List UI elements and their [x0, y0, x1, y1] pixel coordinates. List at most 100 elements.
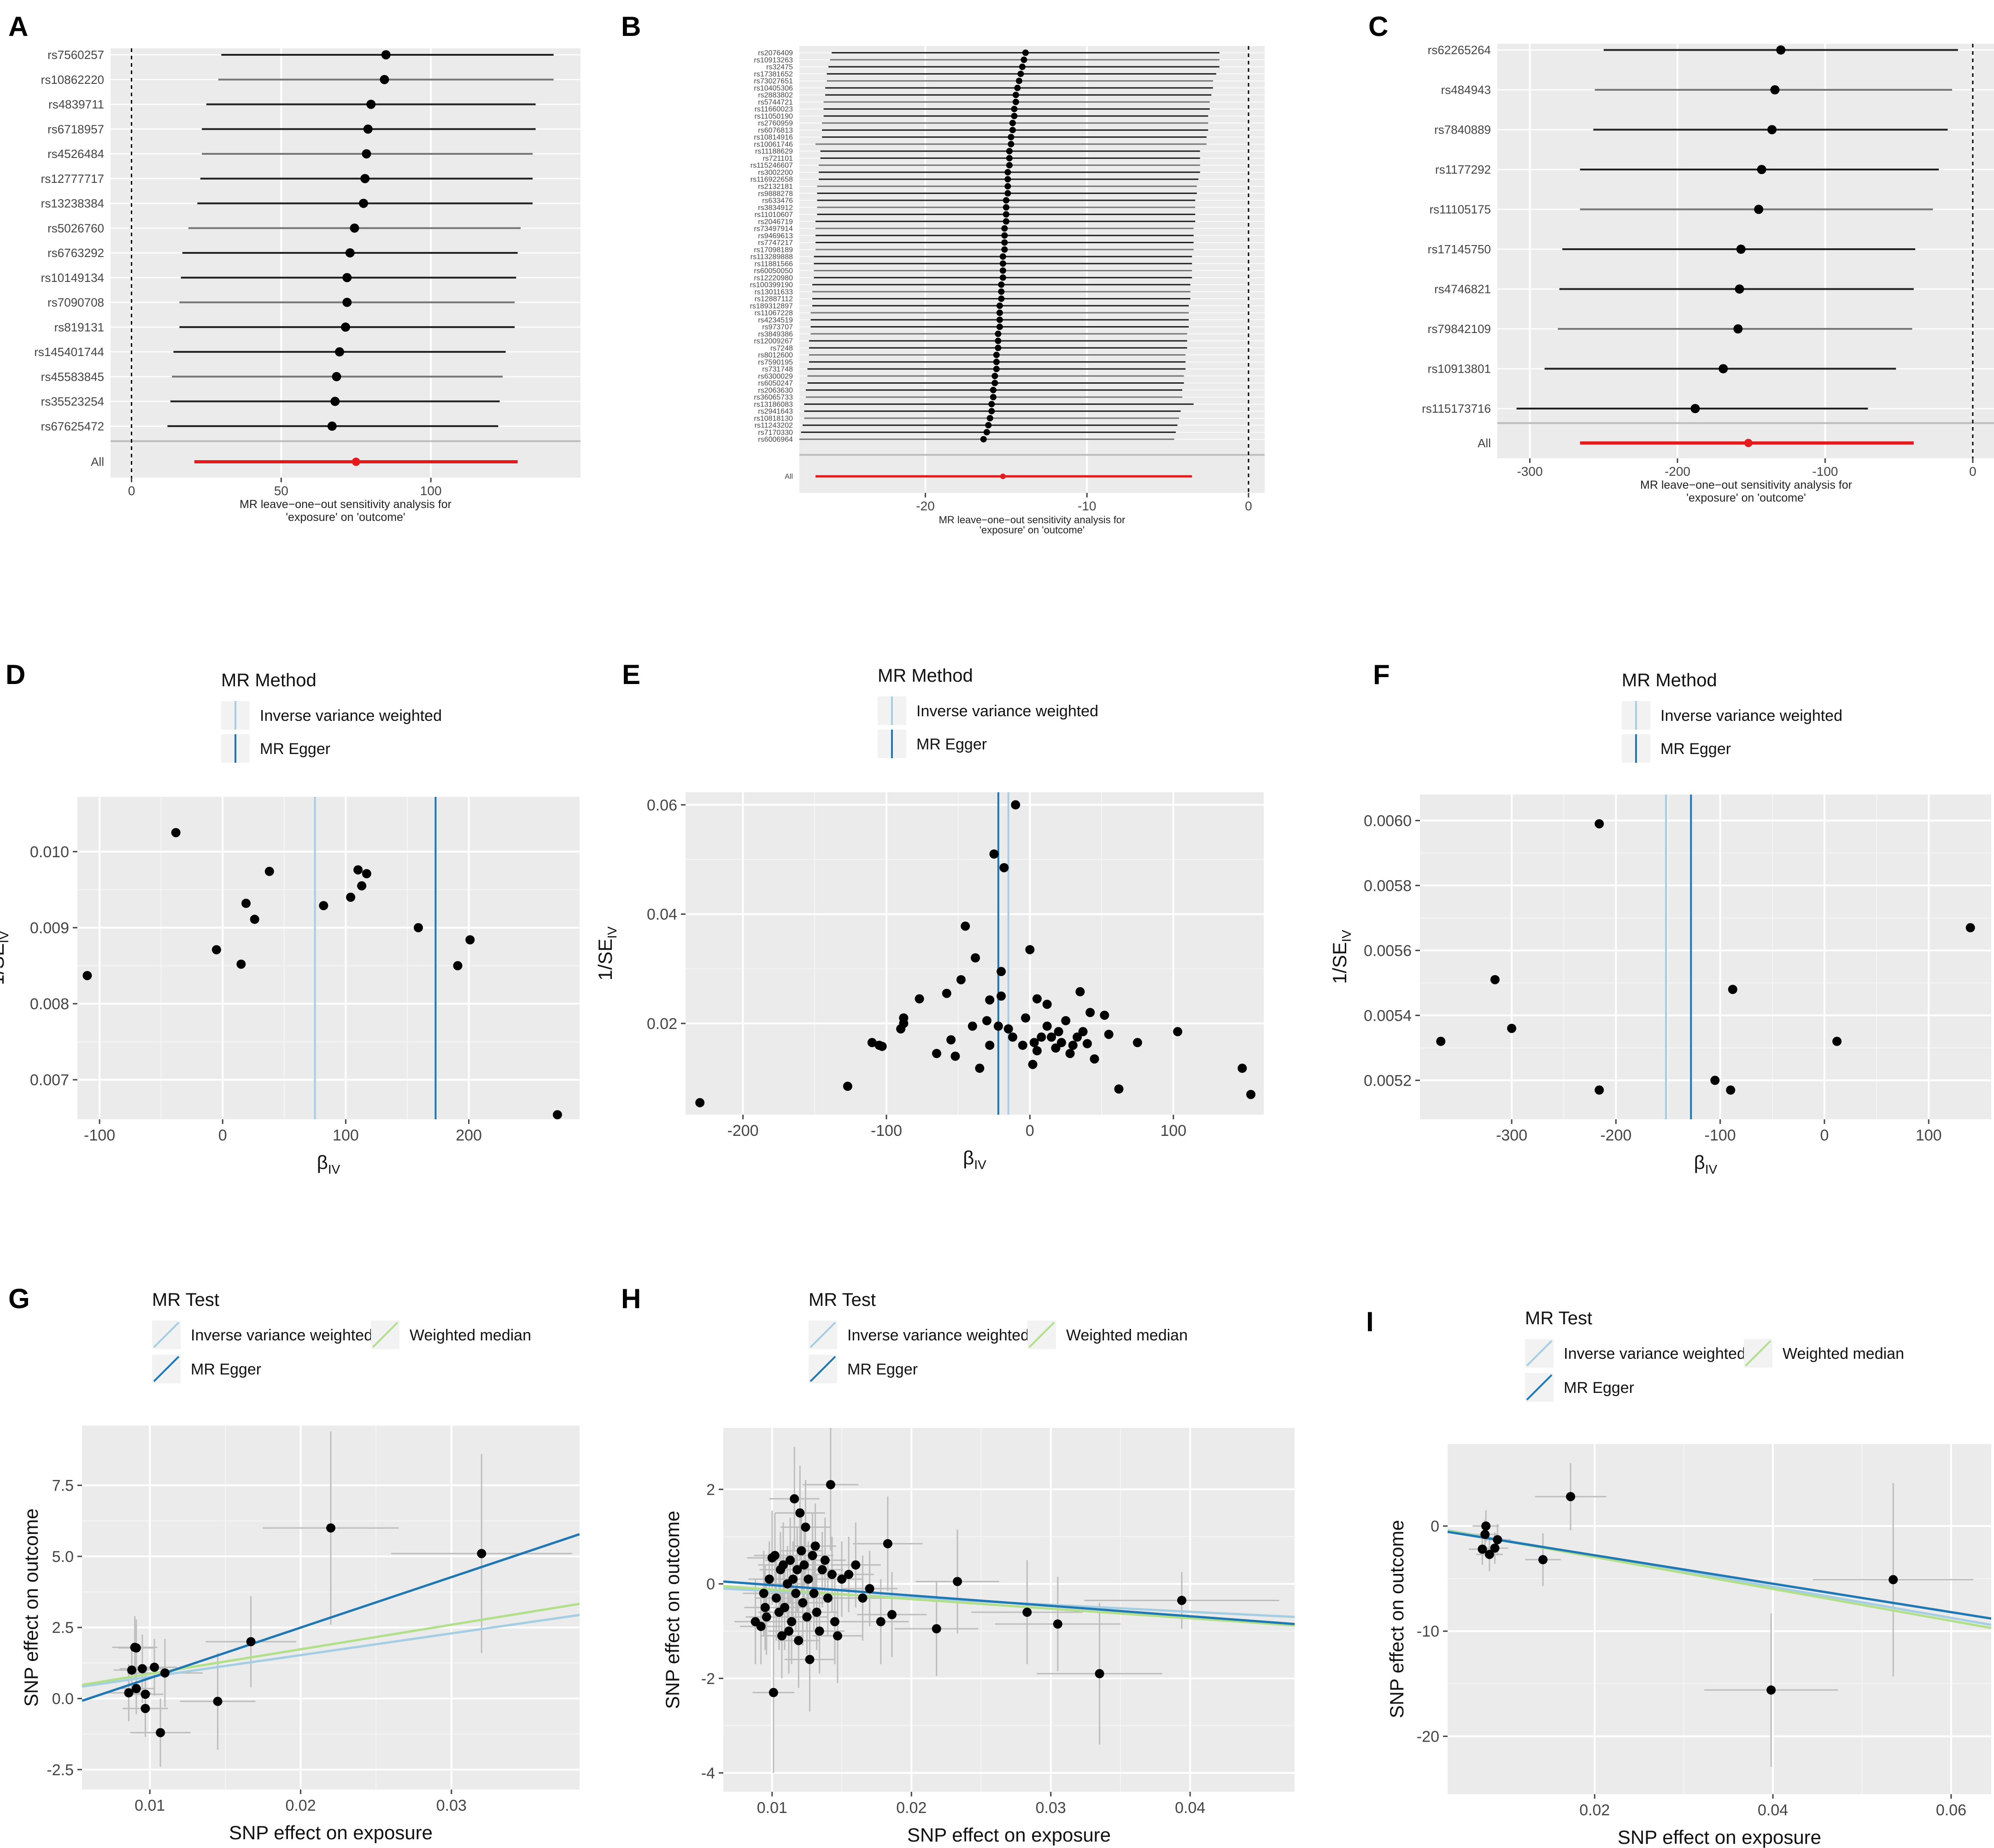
estimate-point	[995, 330, 1002, 337]
x-tick-label: 0.03	[1036, 1799, 1066, 1817]
legend-key-line	[1526, 1340, 1553, 1367]
estimate-point	[996, 310, 1003, 316]
data-point	[1114, 1084, 1124, 1094]
x-tick-label: -100	[84, 1127, 115, 1144]
estimate-point	[362, 149, 371, 158]
x-tick-label: 0.06	[1936, 1801, 1966, 1819]
snp-label: rs115246607	[751, 162, 793, 170]
data-point	[1078, 1027, 1088, 1036]
x-tick-label: 100	[1160, 1122, 1186, 1140]
legend-key-line	[809, 1322, 836, 1348]
data-point	[1042, 1021, 1052, 1031]
legend-f: MR Method Inverse variance weighted MR Egg…	[1622, 670, 1842, 763]
snp-label: rs3002200	[758, 169, 793, 176]
plot-area	[723, 1428, 1295, 1773]
data-point	[808, 1551, 817, 1561]
snp-label: rs36065733	[754, 394, 793, 402]
data-point	[1173, 1027, 1183, 1036]
estimate-point	[991, 380, 998, 386]
snp-label: rs2132181	[758, 183, 793, 191]
data-point	[127, 1665, 136, 1675]
data-point	[1100, 1011, 1109, 1020]
y-tick-label: 0	[1431, 1518, 1439, 1535]
data-point	[830, 1617, 839, 1626]
legend-title: MR Test	[809, 1290, 876, 1310]
snp-label: rs484943	[1441, 83, 1491, 97]
snp-label: rs10913263	[754, 56, 793, 64]
data-point	[777, 1631, 787, 1641]
panel-letter-f: F	[1373, 659, 1390, 690]
legend-label: MR Egger	[847, 1361, 918, 1378]
plot-background	[111, 48, 581, 478]
x-tick-label: 0.02	[896, 1799, 927, 1817]
snp-label: rs2941643	[758, 408, 793, 415]
data-point	[817, 1565, 827, 1574]
x-tick-label: 100	[333, 1127, 359, 1144]
data-point	[768, 1688, 778, 1697]
legend-key-line	[1028, 1322, 1055, 1348]
data-point	[858, 1593, 868, 1603]
overall-label: All	[1478, 436, 1491, 450]
snp-label: rs2076409	[758, 49, 793, 57]
legend-key-line	[1745, 1340, 1771, 1367]
data-point	[915, 994, 924, 1004]
legend-title: MR Method	[878, 666, 973, 686]
estimate-point	[1004, 169, 1011, 175]
data-point	[997, 991, 1006, 1001]
estimate-point	[342, 273, 352, 282]
x-tick-label: -20	[916, 499, 934, 513]
data-point	[844, 1570, 854, 1579]
estimate-point	[327, 421, 337, 431]
snp-label: rs60050050	[754, 267, 793, 275]
snp-label: rs189312897	[750, 302, 793, 310]
data-point	[999, 863, 1009, 872]
panel-letter-e: E	[622, 659, 640, 690]
y-axis-title-main: 1/SE	[0, 943, 8, 985]
snp-label: rs2046719	[758, 218, 793, 226]
y-tick-label: 0.06	[647, 796, 677, 814]
data-point	[989, 849, 999, 859]
legend-h: MR Test Inverse variance weighted Weighted…	[809, 1290, 1188, 1383]
data-point	[833, 1631, 842, 1641]
data-point	[1090, 1054, 1099, 1064]
estimate-point	[1020, 56, 1027, 63]
y-axis-title: SNP effect on outcome	[662, 1511, 683, 1709]
data-point	[1766, 1685, 1776, 1695]
estimate-point	[1004, 190, 1011, 197]
legend-key-line	[153, 1322, 180, 1348]
estimate-point	[998, 295, 1005, 302]
data-point	[1085, 1008, 1095, 1018]
data-point	[246, 1637, 256, 1647]
data-point	[1490, 975, 1500, 984]
data-point	[1237, 1064, 1247, 1073]
data-point	[1507, 1023, 1517, 1033]
snp-label: rs13186083	[754, 401, 793, 409]
data-point	[1054, 1027, 1063, 1036]
estimate-point	[1770, 85, 1780, 94]
data-point	[357, 881, 367, 891]
data-point	[968, 1021, 977, 1031]
data-point	[160, 1668, 170, 1678]
data-point	[877, 1041, 887, 1051]
snp-label: rs10814916	[754, 134, 793, 141]
snp-label: rs3834912	[758, 204, 793, 212]
legend-label: Inverse variance weighted	[916, 702, 1098, 720]
data-point	[156, 1728, 165, 1737]
x-tick-label: 0	[1245, 499, 1252, 513]
data-point	[82, 971, 92, 980]
x-axis-title-main: β	[963, 1147, 974, 1169]
y-axis-title-main: SNP effect on outcome	[1386, 1520, 1408, 1718]
y-axis-title: SNP effect on outcome	[20, 1509, 42, 1707]
x-tick-label: -200	[727, 1122, 759, 1140]
data-point	[1104, 1029, 1114, 1039]
estimate-point	[1008, 140, 1015, 147]
data-point	[1246, 1090, 1255, 1099]
legend-label: MR Egger	[1660, 740, 1731, 758]
estimate-point	[998, 288, 1005, 295]
data-point	[1566, 1492, 1575, 1502]
estimate-point	[998, 281, 1005, 288]
data-point	[1481, 1521, 1491, 1531]
panel-a: rs7560257 rs10862220 rs4839711 rs6718957 rs4…	[34, 48, 581, 524]
data-point	[810, 1541, 820, 1551]
snp-label: rs4234519	[758, 316, 793, 324]
